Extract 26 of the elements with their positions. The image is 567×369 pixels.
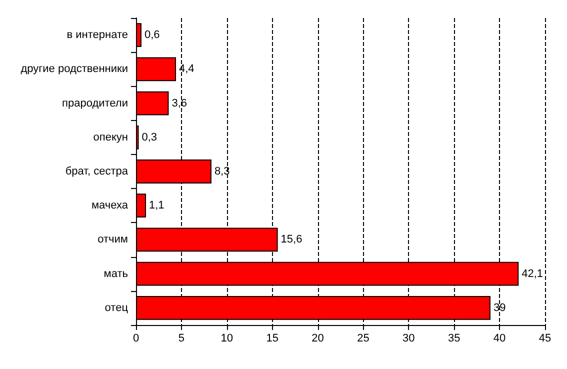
y-tick-label: прародители bbox=[62, 97, 128, 110]
x-tick-label: 10 bbox=[220, 332, 234, 344]
data-label: 3,6 bbox=[172, 97, 188, 110]
x-tick-label: 0 bbox=[132, 332, 140, 344]
y-tick-label: мать bbox=[104, 268, 128, 280]
x-tick-label: 5 bbox=[178, 332, 185, 344]
x-tick-label: 40 bbox=[493, 332, 506, 344]
x-tick-label: 20 bbox=[312, 332, 324, 344]
data-label: 42,1 bbox=[522, 268, 544, 280]
x-tick-label: 35 bbox=[448, 332, 460, 344]
y-tick-label: мачеха bbox=[91, 200, 129, 212]
x-tick-label: 25 bbox=[357, 332, 370, 344]
data-label: 0,6 bbox=[144, 29, 160, 42]
data-label: 1,1 bbox=[149, 200, 164, 212]
data-label: 39 bbox=[493, 302, 506, 314]
y-tick-label: брат, сестра bbox=[65, 166, 129, 178]
x-tick-label: 30 bbox=[402, 332, 415, 344]
x-tick-label: 45 bbox=[538, 332, 552, 344]
y-tick-label: отчим bbox=[98, 234, 128, 246]
data-label: 0,3 bbox=[142, 131, 158, 144]
data-label: 15,6 bbox=[280, 234, 302, 246]
y-tick-label: отец bbox=[104, 302, 129, 314]
y-tick-label: другие родственники bbox=[20, 63, 128, 76]
x-tick-label: 15 bbox=[266, 332, 278, 344]
y-tick-label: в интернате bbox=[66, 29, 128, 42]
y-tick-label: опекун bbox=[93, 131, 128, 144]
